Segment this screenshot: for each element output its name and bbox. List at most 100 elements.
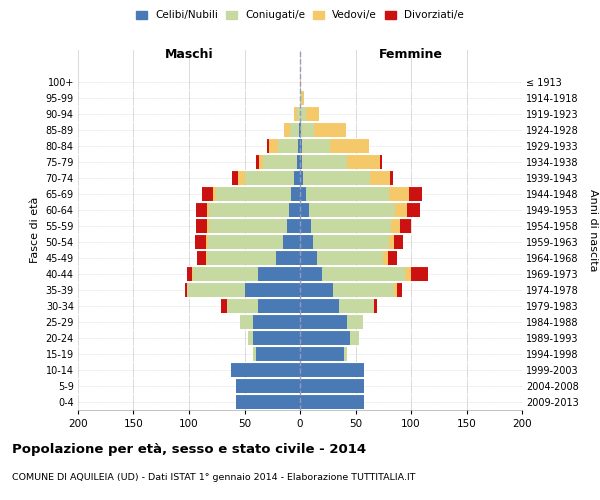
Bar bbox=[311, 219, 391, 233]
Bar bbox=[300, 395, 364, 409]
Bar bbox=[269, 139, 278, 153]
Bar bbox=[300, 107, 305, 121]
Bar bbox=[236, 395, 300, 409]
Bar bbox=[196, 203, 207, 217]
Bar bbox=[300, 315, 347, 329]
Bar bbox=[309, 203, 395, 217]
Bar bbox=[258, 267, 300, 281]
Bar bbox=[300, 299, 339, 313]
Bar bbox=[208, 235, 283, 249]
Bar bbox=[298, 139, 300, 153]
Bar bbox=[259, 155, 263, 169]
Bar bbox=[299, 123, 300, 137]
Bar bbox=[374, 299, 377, 313]
Bar bbox=[302, 91, 304, 105]
Bar bbox=[370, 171, 390, 185]
Bar bbox=[397, 283, 402, 297]
Bar bbox=[300, 347, 344, 361]
Bar bbox=[300, 155, 302, 169]
Bar bbox=[236, 379, 300, 393]
Bar bbox=[380, 155, 382, 169]
Text: Femmine: Femmine bbox=[379, 48, 443, 61]
Bar bbox=[206, 235, 208, 249]
Bar bbox=[194, 235, 206, 249]
Bar bbox=[207, 219, 209, 233]
Bar bbox=[407, 203, 420, 217]
Y-axis label: Fasce di età: Fasce di età bbox=[30, 197, 40, 263]
Bar bbox=[253, 347, 256, 361]
Bar bbox=[290, 123, 299, 137]
Bar bbox=[238, 171, 245, 185]
Bar bbox=[305, 107, 319, 121]
Bar bbox=[300, 123, 301, 137]
Bar bbox=[300, 203, 309, 217]
Bar bbox=[411, 267, 428, 281]
Bar bbox=[207, 203, 209, 217]
Bar bbox=[202, 187, 214, 201]
Bar bbox=[295, 107, 296, 121]
Bar bbox=[287, 219, 300, 233]
Bar bbox=[300, 331, 350, 345]
Bar bbox=[187, 267, 193, 281]
Bar bbox=[330, 139, 369, 153]
Bar bbox=[388, 251, 397, 265]
Bar bbox=[193, 267, 258, 281]
Bar bbox=[300, 91, 302, 105]
Bar bbox=[389, 187, 409, 201]
Bar bbox=[314, 123, 346, 137]
Bar bbox=[214, 187, 215, 201]
Bar bbox=[347, 155, 380, 169]
Bar bbox=[300, 75, 301, 89]
Bar bbox=[253, 331, 300, 345]
Bar bbox=[231, 363, 300, 377]
Bar bbox=[256, 347, 300, 361]
Y-axis label: Anni di nascita: Anni di nascita bbox=[589, 188, 598, 271]
Bar bbox=[300, 283, 334, 297]
Legend: Celibi/Nubili, Coniugati/e, Vedovi/e, Divorziati/e: Celibi/Nubili, Coniugati/e, Vedovi/e, Di… bbox=[134, 8, 466, 22]
Bar bbox=[300, 219, 311, 233]
Bar bbox=[283, 235, 300, 249]
Bar bbox=[300, 139, 302, 153]
Bar bbox=[215, 187, 291, 201]
Bar bbox=[300, 363, 364, 377]
Text: COMUNE DI AQUILEIA (UD) - Dati ISTAT 1° gennaio 2014 - Elaborazione TUTTITALIA.I: COMUNE DI AQUILEIA (UD) - Dati ISTAT 1° … bbox=[12, 472, 415, 482]
Bar bbox=[409, 187, 422, 201]
Bar bbox=[240, 315, 253, 329]
Bar bbox=[196, 219, 207, 233]
Bar bbox=[317, 251, 383, 265]
Bar bbox=[347, 315, 363, 329]
Bar bbox=[300, 379, 364, 393]
Bar bbox=[302, 155, 347, 169]
Bar bbox=[232, 171, 238, 185]
Bar bbox=[334, 283, 394, 297]
Bar bbox=[389, 235, 394, 249]
Bar bbox=[300, 251, 317, 265]
Bar bbox=[289, 203, 300, 217]
Bar bbox=[221, 299, 227, 313]
Bar bbox=[394, 283, 397, 297]
Bar bbox=[206, 251, 207, 265]
Bar bbox=[245, 283, 300, 297]
Bar bbox=[390, 171, 393, 185]
Bar bbox=[383, 251, 388, 265]
Bar bbox=[209, 203, 289, 217]
Bar bbox=[305, 187, 389, 201]
Bar bbox=[350, 331, 359, 345]
Bar bbox=[256, 155, 259, 169]
Bar bbox=[263, 155, 296, 169]
Bar bbox=[391, 219, 400, 233]
Bar bbox=[278, 139, 298, 153]
Bar bbox=[300, 187, 305, 201]
Bar bbox=[258, 299, 300, 313]
Bar bbox=[406, 267, 411, 281]
Bar bbox=[296, 155, 300, 169]
Bar bbox=[304, 171, 370, 185]
Bar bbox=[394, 235, 403, 249]
Bar bbox=[253, 315, 300, 329]
Bar bbox=[284, 123, 290, 137]
Bar bbox=[313, 235, 389, 249]
Bar bbox=[275, 251, 300, 265]
Bar bbox=[322, 267, 406, 281]
Bar bbox=[227, 299, 258, 313]
Text: Popolazione per età, sesso e stato civile - 2014: Popolazione per età, sesso e stato civil… bbox=[12, 442, 366, 456]
